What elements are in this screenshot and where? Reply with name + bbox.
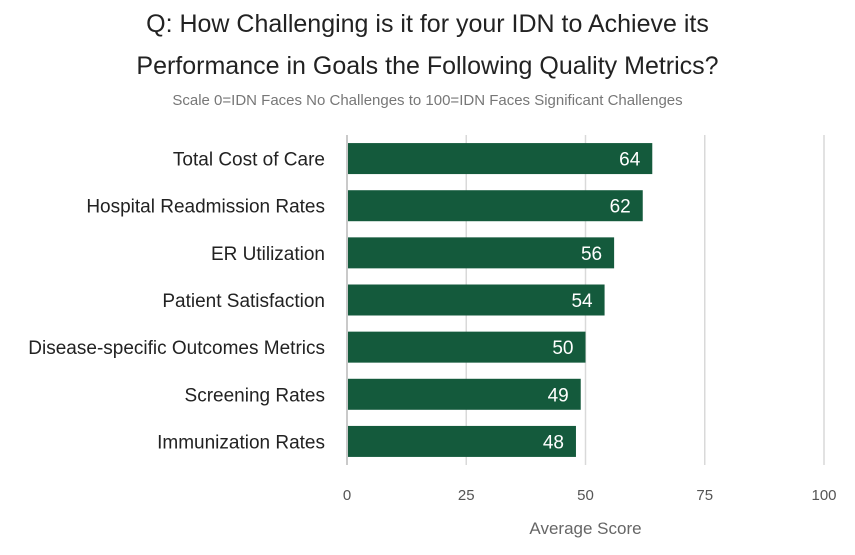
category-label-6: Immunization Rates bbox=[157, 432, 325, 453]
category-label-1: Hospital Readmission Rates bbox=[86, 197, 325, 218]
data-label-0: 64 bbox=[619, 150, 641, 171]
data-label-1: 62 bbox=[610, 197, 631, 218]
category-label-5: Screening Rates bbox=[185, 385, 325, 406]
chart-subtitle: Scale 0=IDN Faces No Challenges to 100=I… bbox=[172, 92, 683, 109]
data-label-4: 50 bbox=[552, 338, 573, 359]
bar-0 bbox=[348, 143, 653, 175]
bar-2 bbox=[348, 237, 615, 269]
data-label-2: 56 bbox=[581, 244, 602, 265]
chart-title-line-2: Performance in Goals the Following Quali… bbox=[136, 52, 719, 80]
chart-title-line-1: Q: How Challenging is it for your IDN to… bbox=[146, 10, 709, 38]
category-label-0: Total Cost of Care bbox=[173, 150, 325, 171]
category-label-2: ER Utilization bbox=[211, 244, 325, 265]
bar-4 bbox=[348, 331, 586, 363]
x-tick-label-3: 75 bbox=[696, 487, 713, 504]
x-tick-label-1: 25 bbox=[458, 487, 475, 504]
x-tick-label-4: 100 bbox=[811, 487, 836, 504]
bar-3 bbox=[348, 284, 605, 316]
data-label-6: 48 bbox=[543, 432, 564, 453]
data-label-3: 54 bbox=[571, 291, 593, 312]
bar-1 bbox=[348, 190, 643, 222]
data-label-5: 49 bbox=[548, 385, 569, 406]
bar-6 bbox=[348, 425, 576, 457]
x-axis-title: Average Score bbox=[529, 519, 641, 538]
x-tick-label-2: 50 bbox=[577, 487, 594, 504]
bar-5 bbox=[348, 378, 581, 410]
category-label-4: Disease-specific Outcomes Metrics bbox=[28, 338, 325, 359]
x-tick-label-0: 0 bbox=[343, 487, 351, 504]
category-label-3: Patient Satisfaction bbox=[162, 291, 325, 312]
